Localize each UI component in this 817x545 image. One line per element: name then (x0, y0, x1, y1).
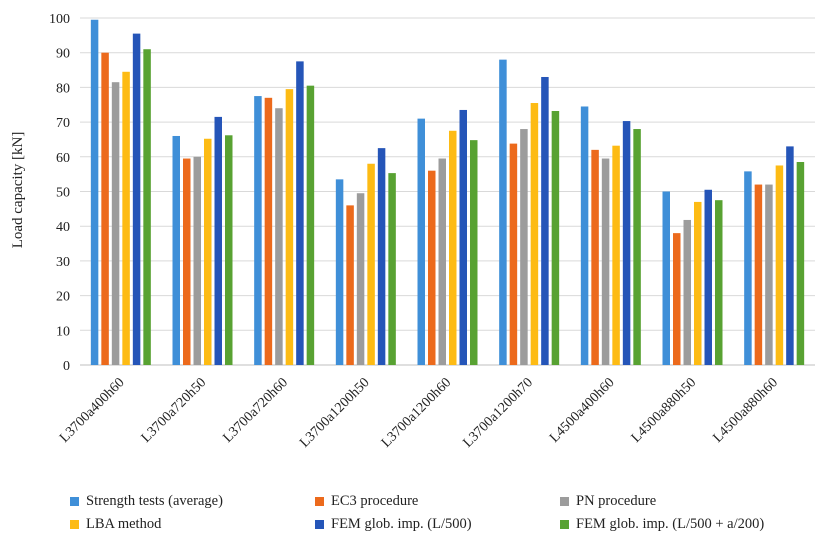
bar (264, 97, 273, 365)
y-tick-label: 100 (49, 12, 70, 27)
bar (541, 76, 549, 366)
y-tick-label: 50 (56, 186, 70, 201)
bar (111, 82, 120, 365)
y-tick-label: 0 (63, 359, 70, 374)
bar (765, 184, 773, 365)
bar (744, 171, 752, 365)
legend-label: LBA method (86, 516, 162, 532)
bar (438, 158, 446, 365)
bar (633, 129, 641, 365)
legend-label: FEM glob. imp. (L/500) (331, 516, 472, 532)
bar (214, 116, 222, 366)
x-tick-label: L4500a880h50 (629, 375, 700, 446)
bar (591, 149, 599, 365)
bar (285, 89, 294, 365)
bar (704, 189, 712, 365)
bars (90, 19, 805, 366)
bar (193, 156, 201, 365)
bar (306, 85, 315, 365)
bar (428, 170, 436, 365)
legend-item: EC3 procedure (315, 493, 560, 510)
legend-swatch (70, 497, 79, 506)
bar (601, 158, 610, 365)
bar (449, 130, 457, 365)
bar (796, 162, 805, 365)
bar (694, 201, 702, 365)
legend-swatch (70, 520, 79, 529)
legend-label: PN procedure (576, 493, 657, 509)
bar (388, 173, 396, 365)
bar (254, 96, 262, 365)
bar (520, 129, 528, 365)
bar (530, 103, 539, 365)
bar (459, 109, 467, 365)
y-tick-label: 10 (56, 324, 70, 339)
y-tick-label: 70 (56, 116, 70, 131)
bar (417, 118, 425, 365)
bar (775, 165, 784, 365)
bar (377, 148, 386, 365)
bar (499, 59, 507, 365)
legend-swatch (560, 497, 569, 506)
legend-item: FEM glob. imp. (L/500) (315, 516, 560, 533)
bar (132, 33, 141, 366)
bar (367, 163, 375, 365)
y-tick-label: 90 (56, 47, 70, 62)
legend-swatch (315, 520, 324, 529)
bar (715, 200, 723, 365)
x-tick-label: L3700a1200h50 (297, 375, 372, 450)
x-tick-label: L3700a720h60 (220, 375, 291, 446)
x-tick-label: L4500a400h60 (547, 375, 618, 446)
bar (622, 121, 631, 366)
y-tick-label: 40 (56, 220, 70, 235)
bar (90, 19, 99, 366)
x-tick-label: L3700a400h60 (57, 375, 128, 446)
legend-swatch (315, 497, 324, 506)
bar (346, 205, 354, 365)
bar (470, 140, 478, 365)
bar (551, 110, 560, 365)
bar (101, 52, 109, 365)
legend-swatch (560, 520, 569, 529)
bar (662, 191, 670, 365)
legend-label: EC3 procedure (331, 493, 419, 509)
legend-label: Strength tests (average) (86, 493, 223, 509)
y-tick-label: 80 (56, 81, 70, 96)
bar (509, 143, 518, 365)
bar (612, 145, 620, 365)
y-tick-label: 20 (56, 290, 70, 305)
legend-item: FEM glob. imp. (L/500 + a/200) (560, 516, 815, 533)
x-tick-label: L3700a1200h60 (379, 375, 454, 450)
bar (172, 135, 180, 365)
x-tick-label: L4500a880h60 (710, 375, 781, 446)
bar (275, 108, 283, 365)
gridlines (80, 17, 815, 366)
y-tick-label: 30 (56, 255, 70, 270)
legend-item: LBA method (70, 516, 315, 533)
bar (683, 219, 691, 365)
bar (122, 71, 130, 365)
bar (183, 158, 191, 365)
y-axis-title: Load capacity [kN] (10, 132, 26, 249)
bar (673, 233, 681, 365)
bar (786, 146, 794, 365)
x-tick-label: L3700a720h50 (139, 375, 210, 446)
bar (296, 61, 304, 365)
legend-item: PN procedure (560, 493, 815, 510)
bar (754, 184, 763, 365)
legend-label: FEM glob. imp. (L/500 + a/200) (576, 516, 765, 532)
y-tick-label: 60 (56, 151, 70, 166)
bar (580, 106, 589, 366)
bar (143, 49, 151, 365)
bar (335, 179, 344, 365)
bar (204, 138, 212, 365)
bar (225, 135, 233, 365)
bar (356, 193, 365, 365)
legend: Strength tests (average) EC3 procedure PN … (70, 493, 815, 533)
x-tick-label: L3700a1200h70 (461, 375, 536, 450)
legend-item: Strength tests (average) (70, 493, 315, 510)
